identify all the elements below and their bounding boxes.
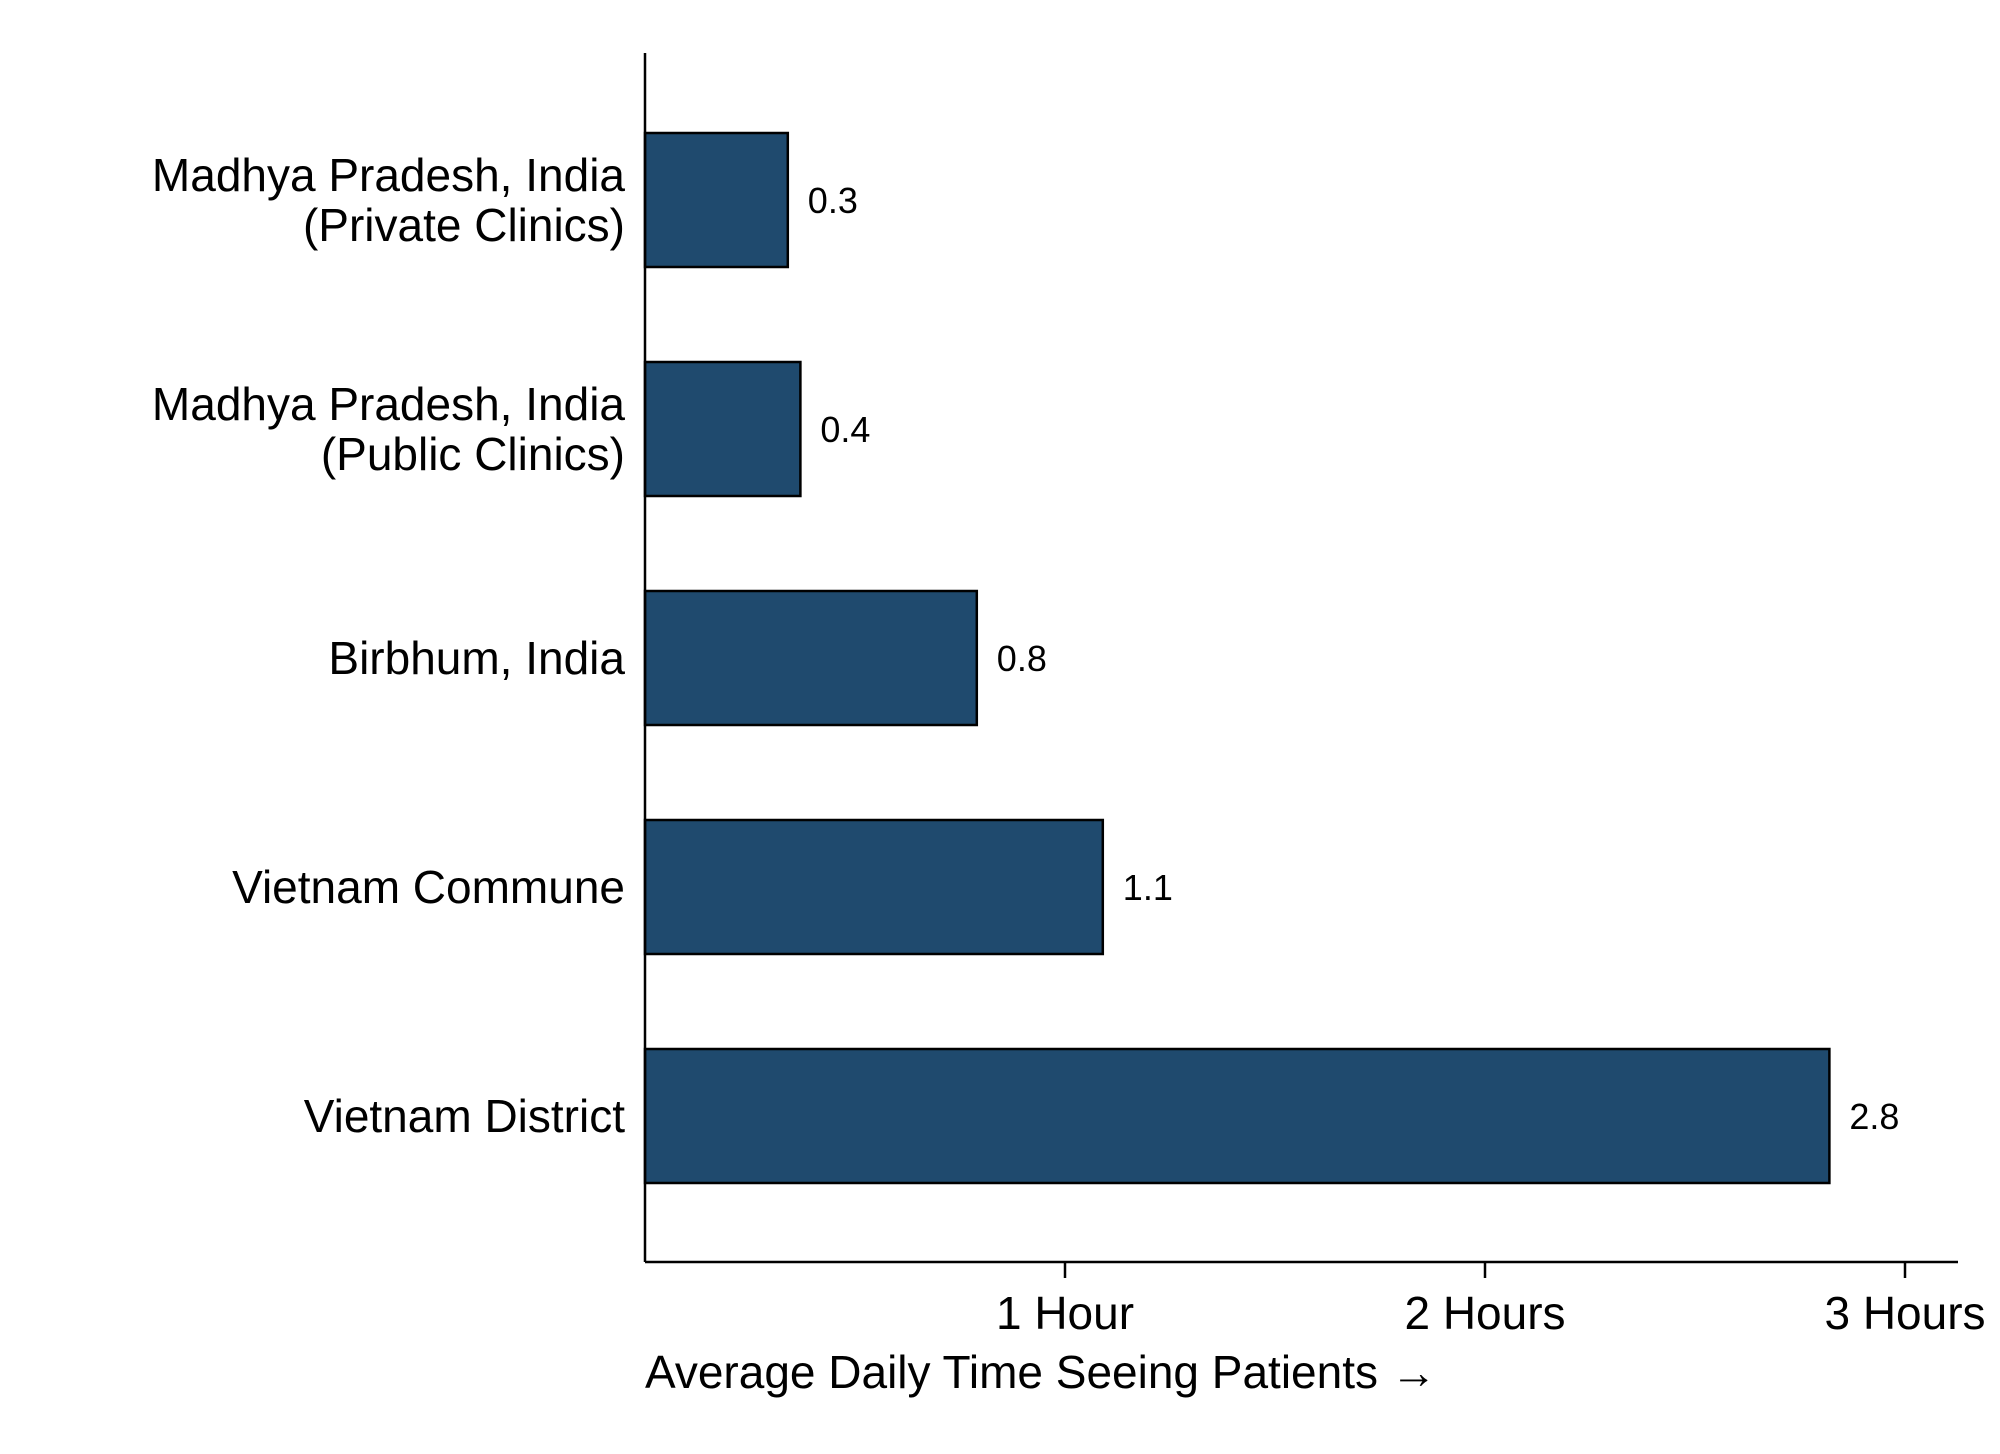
value-label-2: 0.4	[820, 409, 870, 450]
bar-5	[643, 1047, 1831, 1185]
value-label-4: 1.1	[1123, 867, 1173, 908]
x-tick-label-1: 1 Hour	[996, 1287, 1134, 1339]
category-label-2: Madhya Pradesh, India (Public Clinics)	[152, 378, 625, 480]
bar-2	[643, 360, 802, 498]
x-axis-ticks: 1 Hour 2 Hours 3 Hours	[996, 1262, 1986, 1339]
x-tick-label-3: 3 Hours	[1824, 1287, 1985, 1339]
value-label-5: 2.8	[1849, 1096, 1899, 1137]
category-label-1: Madhya Pradesh, India (Private Clinics)	[152, 149, 625, 251]
value-label-3: 0.8	[997, 638, 1047, 679]
category-label-line: Vietnam District	[304, 1090, 625, 1142]
category-label-4: Vietnam Commune	[232, 861, 625, 913]
value-label-1: 0.3	[808, 180, 858, 221]
x-tick-label-2: 2 Hours	[1404, 1287, 1565, 1339]
category-label-line: (Public Clinics)	[321, 428, 625, 480]
category-label-3: Birbhum, India	[328, 632, 625, 684]
category-label-line: Birbhum, India	[328, 632, 625, 684]
x-axis-title: Average Daily Time Seeing Patients →	[645, 1346, 1437, 1398]
bar-3	[643, 589, 979, 727]
bar-4	[643, 818, 1105, 956]
category-label-line: Vietnam Commune	[232, 861, 625, 913]
category-label-line: Madhya Pradesh, India	[152, 149, 625, 201]
category-labels: Madhya Pradesh, India (Private Clinics)Ma…	[152, 149, 625, 1142]
bar-1	[643, 131, 790, 269]
category-label-5: Vietnam District	[304, 1090, 625, 1142]
value-labels: 0.3 0.4 0.8 1.1 2.8	[808, 180, 1900, 1137]
category-label-line: (Private Clinics)	[303, 199, 625, 251]
bars	[643, 131, 1831, 1185]
category-label-line: Madhya Pradesh, India	[152, 378, 625, 430]
